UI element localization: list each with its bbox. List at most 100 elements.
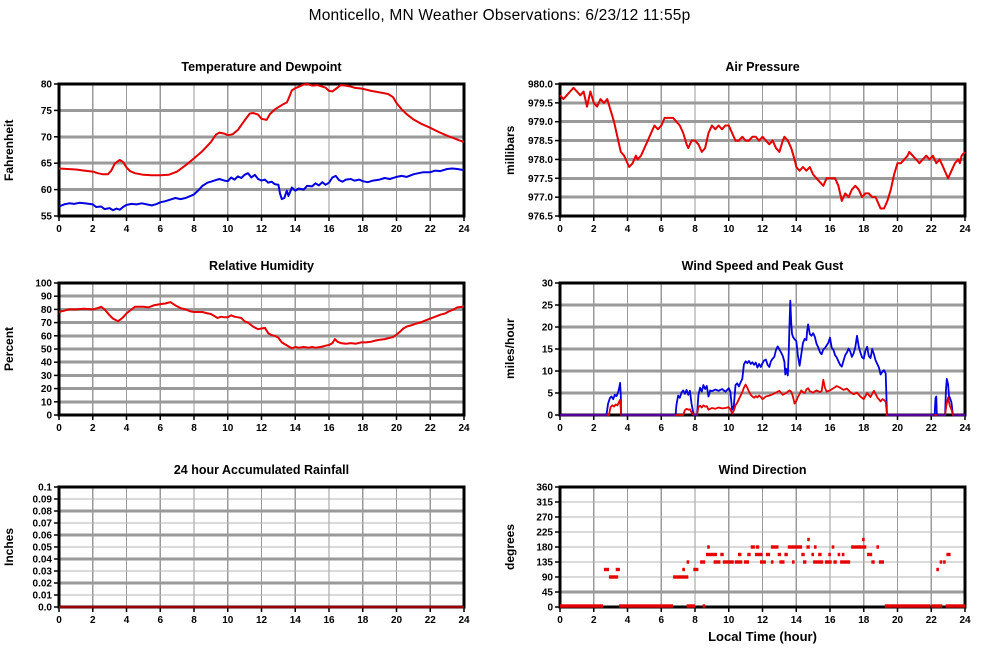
y-tick-label: 20	[542, 323, 554, 334]
y-tick-label: 978.0	[528, 155, 553, 166]
x-tick-label: 24	[458, 423, 470, 434]
x-tick-label: 8	[692, 423, 698, 434]
data-segment	[803, 560, 807, 564]
y-tick-label: 0.01	[33, 591, 53, 602]
x-tick-label: 12	[757, 423, 769, 434]
plot-wind-direction: 0 2 4 6 8 10 12 14 16 18 20 22 240459013518022527031…	[536, 483, 971, 627]
data-segment	[720, 552, 724, 557]
data-segment	[936, 567, 939, 572]
x-tick-label: 8	[692, 224, 698, 235]
data-segment	[777, 552, 782, 557]
y-tick-label: 360	[536, 483, 553, 494]
data-segment	[841, 552, 845, 557]
data-segment	[818, 552, 822, 557]
data-segment	[686, 604, 695, 608]
series-calm-baseline	[560, 413, 965, 417]
x-tick-label: 18	[858, 423, 870, 434]
plot-border	[558, 281, 967, 417]
data-segment	[876, 545, 879, 549]
data-segment	[787, 545, 803, 549]
data-segment	[884, 604, 931, 608]
y-tick-label: 0.03	[33, 567, 53, 578]
data-segment	[615, 567, 620, 572]
y-tick-label: 55	[41, 212, 53, 223]
data-segment	[747, 552, 751, 557]
data-segment	[608, 575, 619, 579]
y-tick-label: 135	[536, 558, 553, 569]
y-tick-label: 25	[542, 301, 554, 312]
y-tick-label: 0.07	[33, 519, 53, 530]
x-tick-label: 0	[56, 615, 62, 626]
data-segment	[936, 413, 946, 417]
y-tick-label: 80	[41, 80, 53, 91]
y-tick-label: 70	[41, 318, 53, 329]
chart-title-wind-direction: Wind Direction	[718, 463, 807, 477]
x-tick-label: 0	[56, 423, 62, 434]
y-tick-label: 180	[536, 543, 553, 554]
y-tick-label: 0.06	[33, 531, 53, 542]
x-tick-label: 8	[191, 224, 197, 235]
y-tick-label: 75	[41, 106, 53, 117]
data-segment	[722, 560, 734, 564]
x-tick-label: 16	[824, 615, 836, 626]
x-tick-label: 12	[256, 423, 268, 434]
y-tick-label: 225	[536, 528, 553, 539]
chart-relative-humidity: Relative Humidity Percent 0 2 4 6 8 10 12 14 16 1…	[0, 255, 474, 439]
x-tick-label: 4	[124, 423, 130, 434]
y-tick-label: 0.04	[33, 555, 53, 566]
page-title: Monticello, MN Weather Observations: 6/2…	[308, 7, 691, 24]
data-segment	[700, 560, 706, 564]
plot-relative-humidity: 0 2 4 6 8 10 12 14 16 18 20 22 240102030405060708090…	[35, 279, 470, 435]
x-tick-label: 18	[357, 423, 369, 434]
data-segment	[862, 537, 865, 542]
y-tick-label: 0.0	[38, 603, 52, 614]
x-tick-label: 6	[658, 615, 664, 626]
x-tick-label: 14	[290, 423, 302, 434]
y-tick-label: 10	[542, 367, 554, 378]
x-tick-label: 10	[723, 224, 735, 235]
y-axis-label-degrees: degrees	[503, 523, 517, 571]
y-tick-label: 0	[547, 603, 553, 614]
x-tick-label: 0	[557, 423, 563, 434]
y-tick-label: 0.05	[33, 543, 53, 554]
data-segment	[828, 552, 831, 557]
x-tick-label: 16	[323, 615, 335, 626]
data-segment	[743, 560, 749, 564]
x-tick-label: 2	[591, 423, 597, 434]
x-tick-label: 0	[557, 224, 563, 235]
y-tick-label: 100	[35, 279, 52, 290]
data-segment	[792, 560, 795, 564]
y-tick-label: 90	[41, 292, 53, 303]
y-tick-label: 0.08	[33, 507, 53, 518]
x-tick-label: 0	[56, 224, 62, 235]
y-tick-label: 30	[542, 279, 554, 290]
y-tick-label: 0.1	[38, 483, 52, 494]
y-tick-label: 65	[41, 159, 53, 170]
x-tick-label: 22	[425, 615, 437, 626]
y-axis-label-miles-hour: miles/hour	[503, 318, 517, 380]
x-tick-label: 2	[90, 224, 96, 235]
data-segment	[931, 604, 943, 608]
y-tick-label: 979.5	[528, 98, 553, 109]
y-tick-label: 30	[41, 371, 53, 382]
data-segment	[779, 560, 785, 564]
data-segment	[713, 560, 721, 564]
x-tick-label: 6	[658, 224, 664, 235]
x-tick-label: 22	[926, 615, 938, 626]
x-tick-label: 4	[625, 615, 631, 626]
y-tick-label: 977.0	[528, 193, 553, 204]
plot-border	[57, 281, 466, 417]
data-segment	[560, 604, 603, 608]
x-tick-label: 6	[157, 224, 163, 235]
x-tick-label: 14	[290, 224, 302, 235]
x-tick-label: 18	[357, 224, 369, 235]
data-segment	[943, 560, 946, 564]
x-tick-label: 12	[757, 224, 769, 235]
y-tick-label: 978.5	[528, 136, 553, 147]
plot-border	[558, 82, 967, 218]
x-tick-label: 20	[892, 615, 904, 626]
y-axis-label-fahrenheit: Fahrenheit	[2, 119, 16, 181]
x-tick-label: 14	[791, 224, 803, 235]
data-segment	[939, 560, 943, 564]
